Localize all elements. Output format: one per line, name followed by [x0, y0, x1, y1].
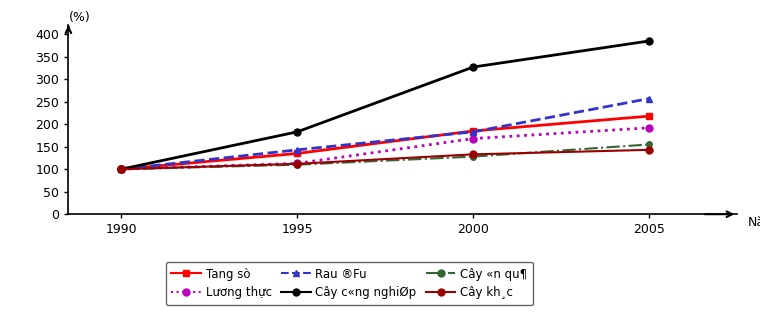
Legend: Tang sò, Lương thực, Rau ®Fu, Cây c«ng nghiØp, Cây «n qu¶, Cây kh¸c: Tang sò, Lương thực, Rau ®Fu, Cây c«ng n…	[166, 262, 533, 305]
Text: (%): (%)	[68, 11, 90, 24]
Text: Năm: Năm	[748, 216, 760, 229]
